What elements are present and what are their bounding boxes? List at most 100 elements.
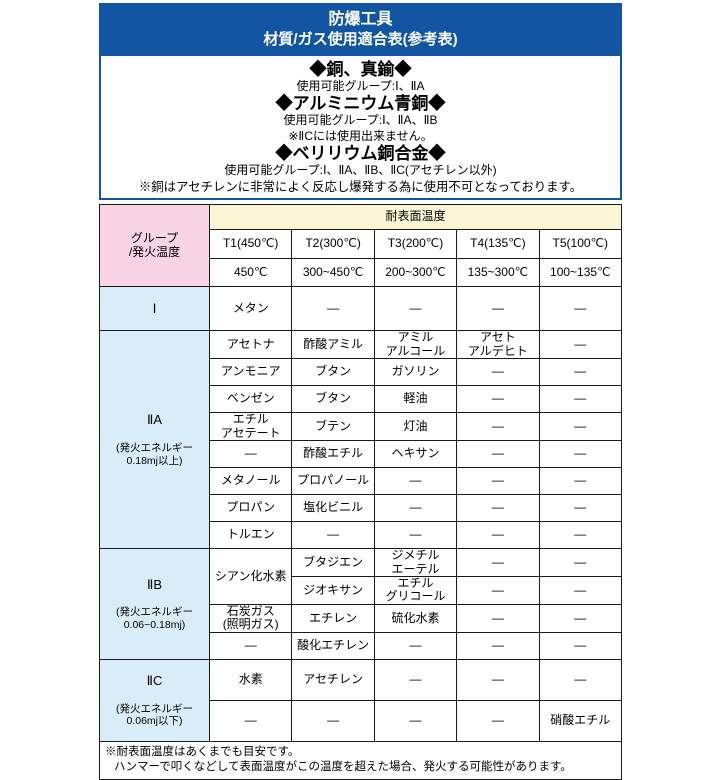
temp-class-cell: T2(300℃)	[291, 229, 375, 260]
table-row: グループ /発火温度 耐表面温度	[99, 204, 622, 288]
gas-cell: 石炭ガス (照明ガス)	[208, 603, 293, 633]
gas-cell: アセト アルデヒト	[456, 330, 540, 360]
gas-cell: ヘキサン	[373, 440, 458, 469]
gas-cell: メタン	[208, 286, 293, 332]
gas-cell: ―	[456, 412, 540, 442]
gas-cell: ブテン	[291, 412, 375, 442]
table-row: トルエン ― ― ― ―	[100, 521, 623, 550]
gas-cell: ―	[456, 358, 540, 387]
group-energy-note: (発火エネルギー 0.18mj以上)	[116, 442, 193, 467]
footnote-line-2: ハンマーで叩くなどして表面温度がこの温度を超えた場合、発火する可能性があります。	[114, 760, 572, 773]
temp-range-cell: 135~300℃	[456, 258, 540, 288]
temp-range-cell: 200~300℃	[373, 258, 458, 288]
gas-cell: 硫化水素	[373, 603, 458, 633]
group-name: ⅡC	[146, 673, 163, 689]
gas-cell: ―	[291, 286, 375, 332]
gas-cell: ―	[373, 286, 458, 332]
gas-cell: ―	[456, 631, 540, 660]
group-cell-iic: ⅡC (発火エネルギー 0.06mj以下)	[99, 658, 210, 743]
gas-cell: ―	[456, 575, 540, 605]
table-row: ⅡA (発火エネルギー 0.18mj以上) アセトナ 酢酸アミル アミル アルコ…	[99, 330, 623, 550]
gas-cell: 酸化エチレン	[291, 631, 375, 660]
group-name: ⅡB	[146, 576, 163, 592]
table-row: ベンゼン ブタン 軽油 ― ―	[100, 385, 623, 414]
gas-cell: ベンゼン	[208, 385, 293, 414]
gas-cell: ブタン	[291, 385, 375, 414]
group-name: ⅡA	[146, 412, 163, 428]
temp-class-cell: T3(200℃)	[373, 229, 458, 260]
gas-cell: ―	[373, 631, 458, 660]
gas-cell: ―	[538, 358, 623, 387]
gas-cell: ―	[456, 603, 540, 633]
gas-cell: ―	[538, 385, 623, 414]
gas-cell: ―	[456, 467, 540, 496]
temp-class-cell: T1(450℃)	[208, 229, 293, 260]
gas-compatibility-table: グループ /発火温度 耐表面温度 T1(450℃) T2(300℃) T3(20…	[99, 204, 623, 743]
group-name: Ⅰ	[152, 300, 157, 316]
gas-cell: ―	[456, 385, 540, 414]
table-row: ― 酸化エチレン ― ― ―	[100, 631, 623, 660]
gas-cell: ―	[538, 412, 623, 442]
corner-header: グループ /発火温度	[99, 204, 210, 288]
gas-cell: ―	[538, 631, 623, 660]
table-row: ― 酢酸エチル ヘキサン ― ―	[100, 440, 623, 469]
material-name-aluminium-bronze: ◆アルミニウム青銅◆	[275, 94, 446, 114]
gas-cell: ―	[456, 658, 540, 701]
gas-cell: ―	[538, 494, 623, 523]
gas-cell: ブタン	[291, 358, 375, 387]
gas-cell: 軽油	[373, 385, 458, 414]
table-row: 450℃ 300~450℃ 200~300℃ 135~300℃ 100~135℃	[100, 258, 623, 288]
gas-cell: エチレン	[291, 603, 375, 633]
gas-cell: ジオキサン	[291, 575, 375, 605]
gas-cell: エチル アセテート	[208, 412, 293, 442]
gas-cell: ―	[456, 494, 540, 523]
gas-cell: ―	[456, 440, 540, 469]
gas-cell: アミル アルコール	[373, 330, 458, 360]
table-row: ⅡC (発火エネルギー 0.06mj以下) 水素 アセチレン ― ― ―	[99, 658, 623, 743]
temp-class-cell: T5(100℃)	[538, 229, 623, 260]
gas-cell: ―	[538, 603, 623, 633]
gas-cell: ―	[538, 330, 623, 360]
gas-cell: アセチレン	[291, 658, 375, 701]
temp-range-cell: 300~450℃	[291, 258, 375, 288]
gas-cell: ガソリン	[373, 358, 458, 387]
gas-cell: ―	[538, 467, 623, 496]
material-groups: 使用可能グループ:Ⅰ、ⅡA	[296, 78, 425, 93]
gas-cell: プロパン	[208, 494, 293, 523]
gas-cell: ブタジエン	[291, 548, 375, 577]
gas-cell: トルエン	[208, 521, 293, 550]
group-cell-iia: ⅡA (発火エネルギー 0.18mj以上)	[99, 330, 210, 550]
material-name-copper-brass: ◆銅、真鍮◆	[309, 59, 412, 79]
gas-cell: アセトナ	[208, 330, 293, 360]
table-row: アンモニア ブタン ガソリン ― ―	[100, 358, 623, 387]
page-content: 防爆工具 材質/ガス使用適合表(参考表) ◆銅、真鍮◆ 使用可能グループ:Ⅰ、Ⅱ…	[99, 3, 623, 780]
table-row: メタノール プロパノール ― ― ―	[100, 467, 623, 496]
title-bar: 防爆工具 材質/ガス使用適合表(参考表)	[99, 3, 622, 56]
group-cell-iib: ⅡB (発火エネルギー 0.06~0.18mj)	[99, 548, 210, 660]
material-groups: 使用可能グループ:Ⅰ、ⅡA、ⅡB、ⅡC(アセチレン以外)	[224, 163, 497, 178]
group-cell-i: Ⅰ	[99, 286, 210, 332]
gas-cell: 酢酸エチル	[291, 440, 375, 469]
material-note: ※銅はアセチレンに非常によく反応し爆発する為に使用不可となっております。	[138, 180, 583, 195]
table-row: ⅡB (発火エネルギー 0.06~0.18mj) シアン化水素 ブタジエン ジメ…	[99, 548, 623, 660]
material-note: ※ⅡCには使用出来ません。	[288, 128, 433, 143]
temp-range-cell: 450℃	[208, 258, 293, 288]
gas-cell: アンモニア	[208, 358, 293, 387]
gas-cell: 酢酸アミル	[291, 330, 375, 360]
gas-cell: ―	[538, 658, 623, 701]
material-name-beryllium-copper: ◆ベリリウム銅合金◆	[275, 144, 446, 164]
group-energy-note: (発火エネルギー 0.06~0.18mj)	[116, 606, 193, 631]
gas-cell: ―	[373, 521, 458, 550]
gas-cell: 灯油	[373, 412, 458, 442]
gas-cell: ―	[538, 440, 623, 469]
gas-cell: ―	[538, 286, 623, 332]
gas-cell: ―	[291, 521, 375, 550]
gas-cell: ―	[373, 467, 458, 496]
gas-cell: ―	[208, 631, 293, 660]
gas-cell: ―	[373, 494, 458, 523]
page-title: 防爆工具	[328, 11, 393, 28]
gas-cell: ―	[538, 575, 623, 605]
temp-range-cell: 100~135℃	[538, 258, 623, 288]
gas-cell: エチル グリコール	[373, 575, 458, 605]
gas-cell: 水素	[208, 658, 293, 701]
